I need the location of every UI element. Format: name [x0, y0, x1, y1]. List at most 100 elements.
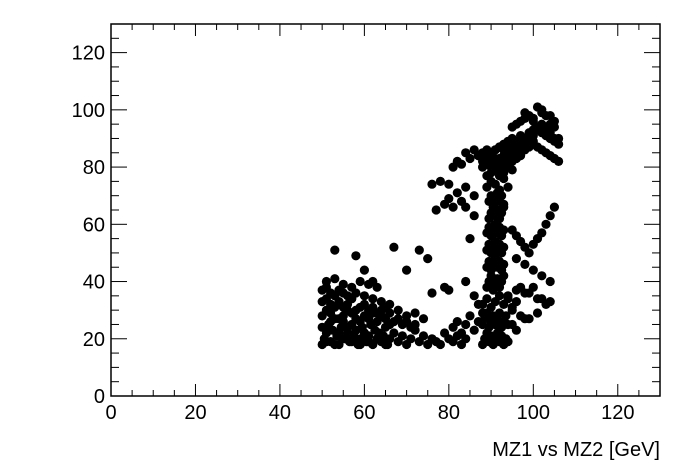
data-point: [494, 291, 505, 301]
data-point: [397, 331, 407, 341]
data-point: [347, 337, 357, 347]
data-point: [537, 271, 547, 281]
data-point: [321, 337, 331, 347]
data-point: [351, 325, 361, 335]
data-point: [537, 294, 547, 304]
data-point: [372, 334, 382, 344]
data-point: [402, 311, 412, 321]
data-point: [511, 325, 521, 335]
data-point: [431, 205, 441, 215]
x-tick-label: 60: [353, 402, 375, 424]
data-point: [389, 242, 399, 252]
data-point: [528, 282, 538, 292]
data-point: [326, 317, 336, 327]
data-point: [351, 251, 361, 261]
data-point: [338, 279, 348, 289]
data-point: [520, 108, 530, 118]
data-point: [511, 297, 521, 307]
x-tick-label: 40: [269, 402, 291, 424]
data-point: [478, 308, 488, 318]
data-point: [465, 153, 475, 164]
data-point: [473, 151, 483, 161]
data-point: [330, 274, 340, 284]
data-point: [545, 297, 555, 307]
x-tick-label: 100: [517, 402, 550, 424]
data-point: [511, 285, 521, 295]
data-point: [410, 319, 420, 330]
y-tick-label: 0: [94, 386, 105, 408]
data-point: [330, 339, 340, 350]
data-point: [385, 299, 395, 309]
data-point: [414, 245, 424, 255]
data-point: [541, 219, 551, 229]
data-point: [461, 276, 471, 287]
data-point: [452, 188, 462, 198]
x-axis-title: MZ1 vs MZ2 [GeV]: [492, 439, 660, 461]
data-point: [469, 211, 479, 221]
data-point: [520, 288, 530, 298]
data-point: [410, 308, 420, 318]
data-point: [501, 311, 511, 321]
data-point: [554, 133, 564, 144]
data-point: [520, 259, 530, 269]
data-point: [554, 156, 564, 166]
data-point: [380, 339, 391, 350]
data-point: [359, 291, 369, 301]
data-point: [389, 328, 399, 338]
data-point: [537, 228, 547, 238]
x-tick-label: 80: [438, 402, 460, 424]
data-point: [444, 285, 454, 295]
x-tick-labels: 0 20 40 60 80 100 120: [105, 402, 634, 424]
data-point: [503, 291, 513, 301]
data-point: [469, 325, 479, 335]
data-point: [461, 319, 471, 330]
data-point: [545, 211, 555, 221]
data-point: [418, 314, 429, 324]
data-point: [549, 116, 560, 126]
ticks-layer: [110, 23, 661, 397]
data-point: [444, 179, 454, 189]
x-tick-label: 0: [105, 402, 116, 424]
data-point: [355, 276, 365, 287]
data-point: [545, 276, 555, 287]
data-point: [321, 276, 331, 287]
y-tick-label: 20: [83, 329, 105, 351]
data-point: [499, 259, 509, 269]
data-point: [461, 202, 471, 212]
data-point: [355, 339, 365, 350]
data-point: [494, 185, 505, 195]
data-point: [368, 294, 378, 304]
data-point: [427, 288, 437, 298]
data-point: [427, 179, 437, 189]
data-point: [326, 299, 336, 309]
data-point: [465, 234, 475, 244]
data-point: [537, 105, 547, 115]
data-point: [444, 194, 454, 204]
data-point: [456, 328, 467, 338]
data-point: [469, 291, 479, 301]
data-point: [549, 202, 560, 212]
data-point: [359, 328, 369, 338]
data-point: [465, 311, 475, 321]
data-point: [317, 322, 327, 332]
data-point: [482, 294, 492, 304]
data-point: [376, 297, 386, 307]
data-point: [342, 322, 353, 332]
data-point: [532, 308, 543, 318]
data-point: [528, 265, 538, 275]
x-tick-label: 20: [184, 402, 206, 424]
data-point: [520, 314, 530, 324]
data-point: [524, 248, 534, 258]
data-point: [385, 308, 395, 318]
data-point: [469, 191, 479, 201]
data-point: [448, 202, 458, 212]
y-tick-labels: 0 20 40 60 80 100 120: [72, 43, 105, 408]
data-point: [330, 245, 340, 255]
data-point: [456, 159, 467, 169]
y-tick-label: 40: [83, 272, 105, 294]
data-point: [364, 337, 374, 347]
data-point: [368, 276, 378, 287]
data-point: [461, 182, 471, 192]
data-point: [452, 317, 462, 327]
